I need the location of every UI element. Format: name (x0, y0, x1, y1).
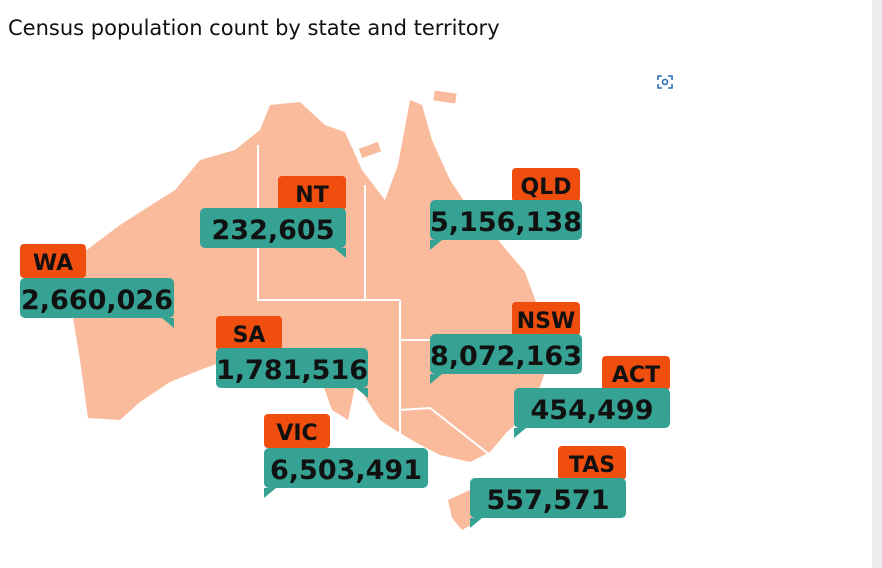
state-code: VIC (276, 421, 317, 446)
state-label: ACT 454,499 (514, 356, 670, 438)
value-box (430, 334, 582, 374)
code-tag (216, 316, 282, 350)
map-title: Census population count by state and ter… (8, 16, 500, 40)
value-box (514, 388, 670, 428)
population: 6,503,491 (270, 455, 422, 486)
state-code: NT (295, 183, 328, 208)
pointer (264, 488, 276, 498)
value-box (216, 348, 368, 388)
pointer (162, 318, 174, 328)
state-code: WA (33, 251, 73, 276)
pointer (430, 374, 442, 384)
state-label: NSW 8,072,163 (430, 302, 582, 384)
state-label: WA 2,660,026 (20, 244, 174, 328)
value-box (470, 478, 626, 518)
code-tag (20, 244, 86, 278)
value-box (430, 200, 582, 240)
state-code: ACT (612, 363, 660, 388)
population: 2,660,026 (21, 285, 173, 316)
value-box (200, 208, 346, 248)
code-tag (512, 302, 580, 336)
population: 232,605 (212, 215, 335, 246)
population: 5,156,138 (430, 207, 582, 238)
state-label: VIC 6,503,491 (264, 414, 428, 498)
state-code: SA (233, 323, 266, 348)
value-box (20, 278, 174, 318)
code-tag (558, 446, 626, 480)
pointer (514, 428, 526, 438)
state-label: TAS 557,571 (470, 446, 626, 528)
code-tag (278, 176, 346, 210)
code-tag (264, 414, 330, 448)
pointer (470, 518, 482, 528)
state-code: NSW (517, 309, 576, 334)
population: 454,499 (531, 395, 654, 426)
scrollbar (872, 0, 882, 568)
state-code: TAS (569, 453, 615, 478)
pointer (430, 240, 442, 250)
focus-icon[interactable] (657, 75, 673, 89)
code-tag (512, 168, 580, 202)
state-label: SA 1,781,516 (216, 316, 368, 398)
population: 8,072,163 (430, 341, 582, 372)
population: 557,571 (487, 485, 610, 516)
code-tag (602, 356, 670, 390)
pointer (356, 388, 368, 398)
pointer (334, 248, 346, 258)
value-box (264, 448, 428, 488)
state-label: QLD 5,156,138 (430, 168, 582, 250)
state-code: QLD (521, 175, 572, 200)
population: 1,781,516 (216, 355, 368, 386)
state-label: NT 232,605 (200, 176, 346, 258)
